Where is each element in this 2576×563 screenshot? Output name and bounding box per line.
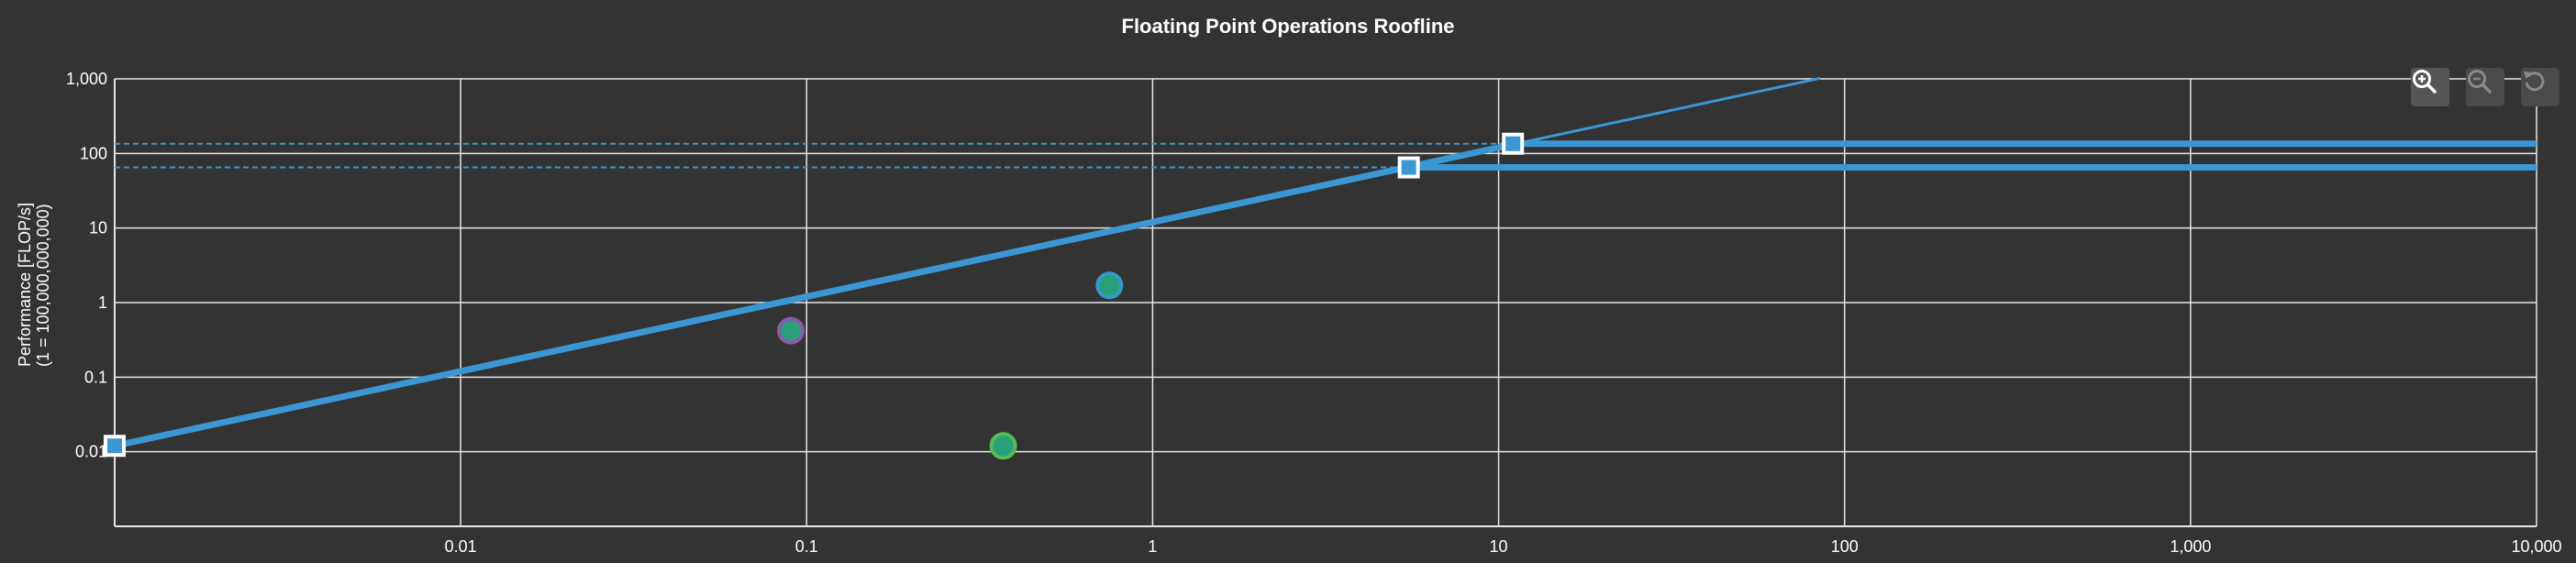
data-point [777, 316, 805, 345]
x-tick-label: 0.1 [795, 537, 818, 556]
x-tick-label: 0.01 [445, 537, 477, 556]
roof-start-marker [104, 435, 126, 458]
y-tick-label: 1 [98, 293, 107, 312]
chart-title: Floating Point Operations Roofline [1121, 15, 1455, 38]
zoom-in-button[interactable] [2411, 68, 2449, 106]
y-tick-label: 0.01 [75, 443, 107, 461]
y-tick-label: 0.1 [84, 368, 107, 386]
reset-button[interactable] [2521, 68, 2559, 106]
y-tick-label: 1,000 [66, 70, 107, 88]
x-tick-label: 1 [1148, 537, 1157, 556]
y-tick-label: 10 [89, 219, 107, 237]
ridge-point-marker [1397, 156, 1420, 179]
data-point [1095, 271, 1124, 300]
x-tick-label: 10 [1490, 537, 1508, 556]
x-tick-label: 1,000 [2170, 537, 2211, 556]
bandwidth-roof [114, 141, 1514, 449]
zoom-in-icon [2413, 70, 2437, 94]
zoom-out-icon [2468, 70, 2492, 94]
zoom-out-button[interactable] [2466, 68, 2504, 106]
reset-icon [2524, 72, 2545, 92]
x-tick-label: 100 [1831, 537, 1859, 556]
data-point [989, 432, 1017, 460]
y-tick-label: 100 [80, 144, 107, 162]
x-tick-label: 10,000 [2511, 537, 2561, 556]
ridge-point-marker [1502, 132, 1525, 155]
